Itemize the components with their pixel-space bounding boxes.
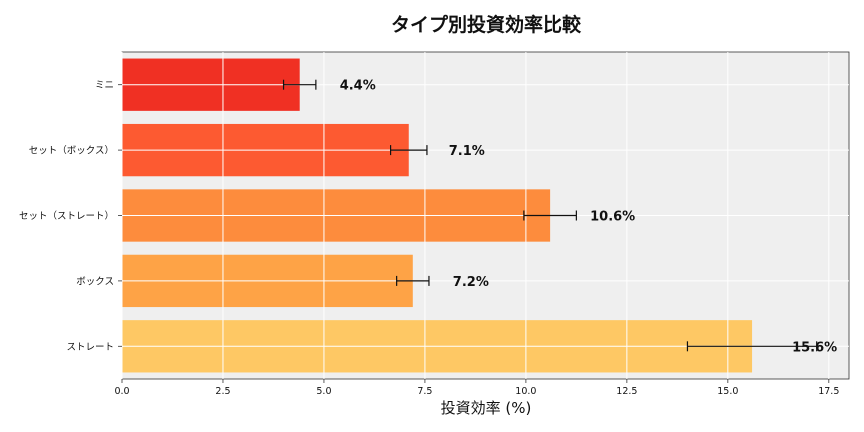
data-label: 7.2% bbox=[453, 275, 489, 290]
axes: 4.4% ミニ 7.1% セット（ボックス） 10.6% セット（ストレート） 7.2% ボッ… bbox=[19, 79, 839, 397]
y-tick-label: セット（ストレート） bbox=[19, 210, 114, 222]
x-tick-label: 17.5 bbox=[818, 386, 839, 397]
x-axis-label: 投資効率 (%) bbox=[441, 399, 532, 417]
bars bbox=[122, 58, 849, 373]
y-tick-label: セット（ボックス） bbox=[29, 145, 114, 157]
x-tick-label: 10.0 bbox=[515, 386, 536, 397]
x-tick-label: 7.5 bbox=[417, 386, 432, 397]
x-tick-label: 2.5 bbox=[215, 386, 230, 397]
x-tick-label: 5.0 bbox=[316, 386, 331, 397]
y-tick-label: ボックス bbox=[76, 276, 114, 287]
data-label: 15.6% bbox=[792, 340, 837, 355]
x-tick-label: 12.5 bbox=[616, 386, 637, 397]
x-tick-label: 15.0 bbox=[717, 386, 738, 397]
chart-title: タイプ別投資効率比較 bbox=[391, 13, 582, 36]
data-label: 4.4% bbox=[340, 79, 376, 94]
data-label: 10.6% bbox=[590, 210, 635, 225]
x-tick-label: 0.0 bbox=[114, 386, 129, 397]
data-label: 7.1% bbox=[449, 144, 485, 159]
y-tick-label: ミニ bbox=[95, 80, 114, 91]
y-tick-label: ストレート bbox=[66, 342, 114, 353]
